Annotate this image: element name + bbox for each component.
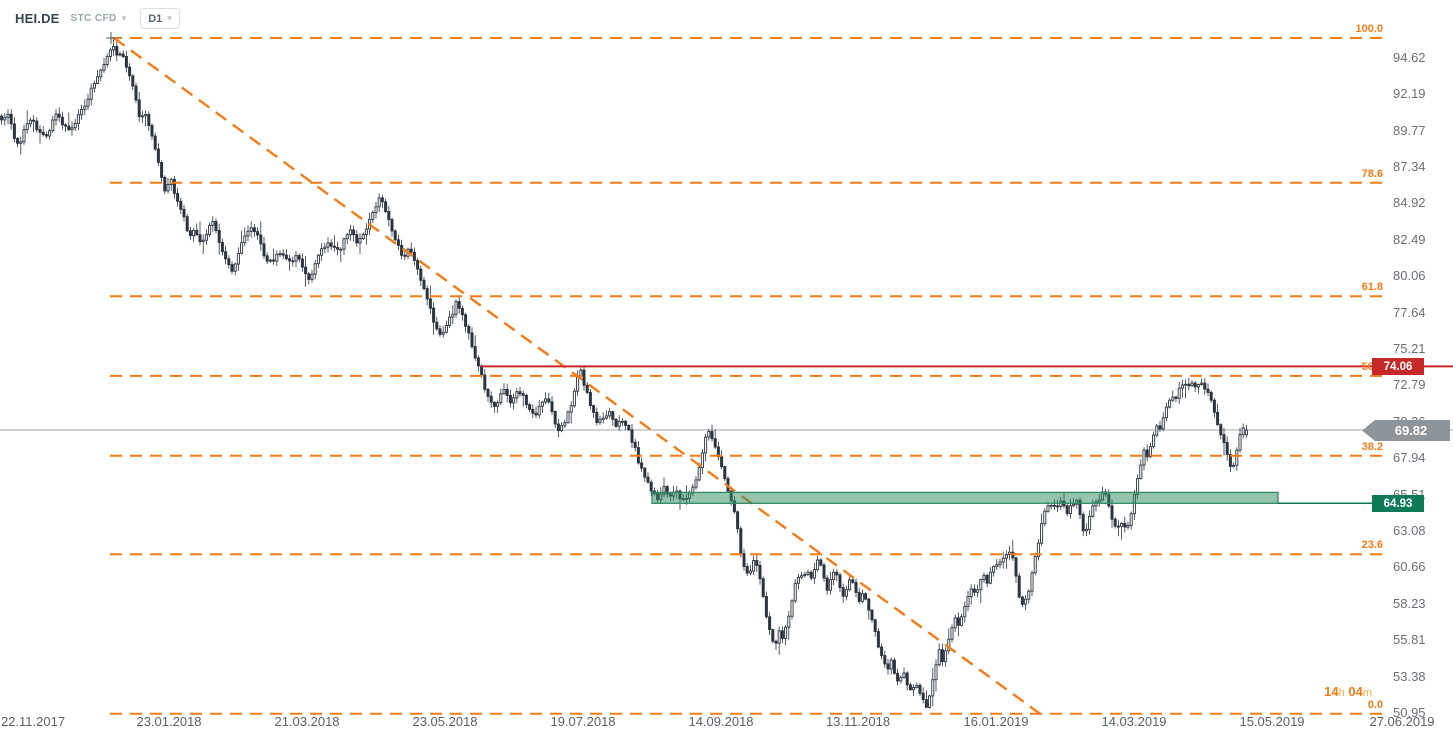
fib-level-label: 0.0 [1367, 699, 1383, 711]
date-tick-label: 14.03.2019 [1101, 714, 1167, 729]
timeframe-dropdown[interactable]: D1 ▾ [140, 8, 180, 29]
price-tick-label: 60.66 [1393, 559, 1426, 574]
price-tick-label: 53.38 [1393, 669, 1426, 684]
fib-level-label: 100.0 [1355, 23, 1383, 35]
date-tick-label: 13.11.2018 [825, 714, 891, 729]
date-tick-label: 21.03.2018 [274, 714, 340, 729]
trendline[interactable] [113, 37, 1041, 715]
date-tick-label: 23.01.2018 [136, 714, 202, 729]
price-tick-label: 87.34 [1393, 159, 1426, 174]
price-tick-label: 80.06 [1393, 268, 1426, 283]
symbol-label[interactable]: HEI.DE [15, 11, 60, 26]
price-tick-label: 55.81 [1393, 632, 1426, 647]
price-tick-label: 63.08 [1393, 523, 1426, 538]
chevron-down-icon: ▾ [167, 13, 172, 23]
price-tick-label: 75.21 [1393, 341, 1426, 356]
fib-level-label: 61.8 [1361, 281, 1383, 293]
price-tick-label: 72.79 [1393, 377, 1426, 392]
price-tick-label: 77.64 [1393, 305, 1426, 320]
drawing-anchor-cross[interactable] [106, 32, 116, 45]
chevron-down-icon[interactable]: ▾ [121, 13, 127, 23]
date-tick-label: 27.06.2019 [1369, 714, 1435, 729]
price-tick-label: 84.92 [1393, 195, 1426, 210]
price-badge-last: 69.82 [1362, 420, 1450, 441]
fib-retracement-lines[interactable] [110, 37, 1383, 715]
candle-countdown: 14h 04m [1324, 684, 1372, 699]
date-tick-label: 15.05.2019 [1239, 714, 1305, 729]
price-tick-label: 92.19 [1393, 86, 1426, 101]
price-tick-label: 50.95 [1393, 705, 1426, 720]
price-tick-label: 89.77 [1393, 123, 1426, 138]
date-tick-label: 22.11.2017 [0, 714, 66, 729]
price-badge-resistance: 74.06 [1372, 358, 1424, 375]
fib-level-label: 78.6 [1361, 168, 1383, 180]
date-tick-label: 14.09.2018 [688, 714, 754, 729]
chart-toolbar: HEI.DE STC CFD ▾ D1 ▾ [15, 8, 180, 29]
date-tick-label: 16.01.2019 [963, 714, 1029, 729]
price-tick-label: 67.94 [1393, 450, 1426, 465]
price-tick-label: 58.23 [1393, 596, 1426, 611]
support-zone[interactable] [651, 491, 1372, 505]
price-badge-support: 64.93 [1372, 495, 1424, 512]
fib-level-label: 23.6 [1361, 539, 1383, 551]
date-tick-label: 23.05.2018 [412, 714, 478, 729]
price-tick-label: 82.49 [1393, 232, 1426, 247]
instrument-type-label[interactable]: STC CFD [70, 13, 117, 24]
candlestick-series[interactable] [0, 38, 1248, 709]
date-tick-label: 19.07.2018 [550, 714, 616, 729]
fib-level-label: 38.2 [1361, 441, 1383, 453]
price-tick-label: 94.62 [1393, 50, 1426, 65]
timeframe-value: D1 [148, 12, 163, 25]
